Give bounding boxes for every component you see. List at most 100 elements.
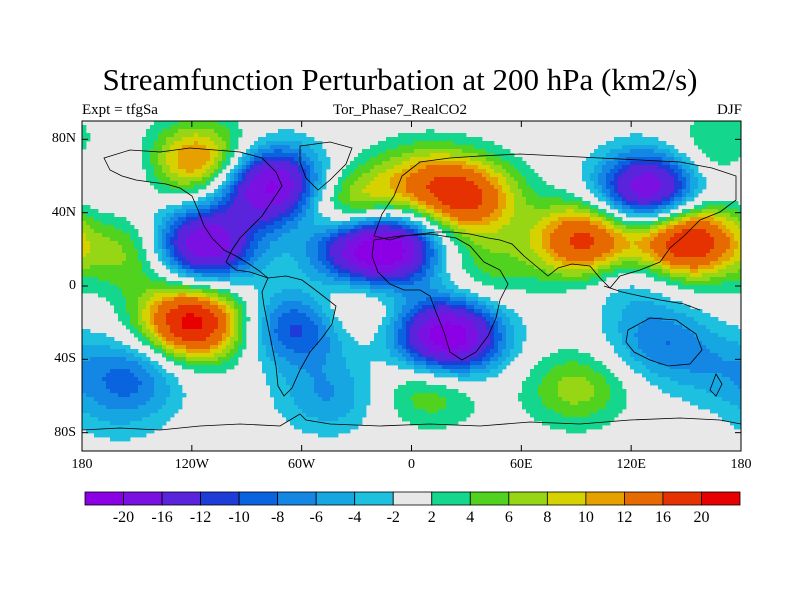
field-cell [730, 245, 735, 250]
field-cell [662, 257, 667, 262]
field-cell [470, 209, 475, 214]
field-cell [238, 217, 243, 222]
field-cell [170, 245, 175, 250]
field-cell [294, 189, 299, 194]
field-cell [458, 161, 463, 166]
field-cell [466, 213, 471, 218]
field-cell [318, 269, 323, 274]
field-cell [490, 273, 495, 278]
field-cell [466, 225, 471, 230]
field-cell [698, 137, 703, 142]
field-cell [214, 253, 219, 258]
field-cell [294, 269, 299, 274]
field-cell [270, 185, 275, 190]
field-cell [198, 161, 203, 166]
field-cell [402, 173, 407, 178]
field-cell [266, 241, 271, 246]
field-cell [426, 253, 431, 258]
field-cell [698, 213, 703, 218]
field-cell [462, 181, 467, 186]
field-cell [386, 189, 391, 194]
field-cell [486, 229, 491, 234]
field-cell [610, 197, 615, 202]
field-cell [218, 261, 223, 266]
field-cell [538, 197, 543, 202]
field-cell [678, 185, 683, 190]
field-cell [222, 197, 227, 202]
field-cell [322, 265, 327, 270]
field-cell [82, 133, 87, 138]
field-cell [650, 181, 655, 186]
field-cell [542, 197, 547, 202]
field-cell [470, 197, 475, 202]
field-cell [342, 249, 347, 254]
field-cell [94, 221, 99, 226]
field-cell [326, 237, 331, 242]
field-cell [662, 165, 667, 170]
field-cell [686, 209, 691, 214]
field-cell [346, 261, 351, 266]
field-cell [502, 205, 507, 210]
field-cell [446, 137, 451, 142]
field-cell [206, 257, 211, 262]
field-cell [726, 241, 731, 246]
field-cell [658, 261, 663, 266]
field-cell [554, 237, 559, 242]
field-cell [178, 129, 183, 134]
field-cell [166, 261, 171, 266]
field-cell [550, 229, 555, 234]
field-cell [306, 253, 311, 258]
field-cell [230, 233, 235, 238]
field-cell [630, 149, 635, 154]
field-cell [474, 161, 479, 166]
field-cell [374, 273, 379, 278]
field-cell [662, 157, 667, 162]
field-cell [630, 205, 635, 210]
field-cell [606, 249, 611, 254]
field-cell [174, 245, 179, 250]
field-cell [454, 157, 459, 162]
field-cell [618, 261, 623, 266]
field-cell [158, 129, 163, 134]
field-cell [362, 273, 367, 278]
field-cell [414, 237, 419, 242]
field-cell [586, 229, 591, 234]
field-cell [150, 269, 155, 274]
field-cell [678, 213, 683, 218]
field-cell [182, 257, 187, 262]
field-cell [262, 193, 267, 198]
field-cell [234, 237, 239, 242]
field-cell [650, 205, 655, 210]
field-cell [426, 201, 431, 206]
field-cell [194, 205, 199, 210]
field-cell [350, 241, 355, 246]
field-cell [230, 129, 235, 134]
field-cell [402, 145, 407, 150]
field-cell [270, 245, 275, 250]
field-cell [294, 133, 299, 138]
field-cell [274, 137, 279, 142]
field-cell [350, 197, 355, 202]
field-cell [490, 145, 495, 150]
field-cell [502, 269, 507, 274]
field-cell [438, 161, 443, 166]
field-cell [506, 185, 511, 190]
field-cell [730, 225, 735, 230]
field-cell [490, 217, 495, 222]
field-cell [310, 233, 315, 238]
field-cell [402, 193, 407, 198]
field-cell [90, 257, 95, 262]
field-cell [122, 229, 127, 234]
field-cell [290, 165, 295, 170]
field-cell [322, 177, 327, 182]
field-cell [242, 213, 247, 218]
field-cell [306, 189, 311, 194]
field-cell [598, 225, 603, 230]
field-cell [290, 189, 295, 194]
field-cell [182, 137, 187, 142]
field-cell [658, 233, 663, 238]
field-cell [526, 265, 531, 270]
field-cell [338, 265, 343, 270]
field-cell [106, 241, 111, 246]
field-cell [226, 121, 231, 126]
